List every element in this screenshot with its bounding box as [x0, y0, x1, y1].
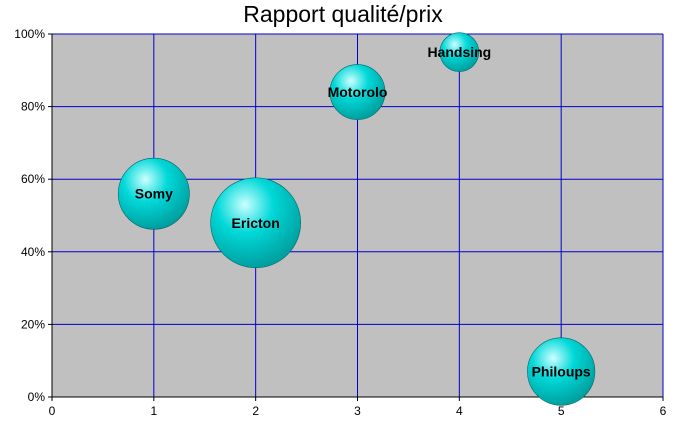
- x-tick-label: 2: [252, 404, 259, 418]
- y-tick-label: 80%: [21, 100, 45, 114]
- bubble-point: [439, 32, 480, 72]
- x-tick-label: 5: [558, 404, 565, 418]
- x-tick-label: 1: [150, 404, 157, 418]
- y-tick-label: 40%: [21, 245, 45, 259]
- bubble-labels: Somy Ericton Motorolo Handsing Philoups: [135, 44, 591, 379]
- y-tick-label: 60%: [21, 172, 45, 186]
- bubble-point: [527, 337, 596, 406]
- bubble-label: Handsing: [427, 44, 491, 60]
- bubble-label: Somy: [135, 186, 173, 202]
- bubble-label: Philoups: [532, 364, 591, 380]
- y-tick-label: 0%: [28, 390, 46, 404]
- axes: 0 1 2 3 4 5 60%20%40%60%80%100%: [14, 27, 666, 418]
- bubble-point: [329, 64, 386, 120]
- x-tick-label: 6: [660, 404, 667, 418]
- chart-title: Rapport qualité/prix: [243, 1, 443, 27]
- bubble-series: [117, 32, 596, 406]
- x-tick-label: 4: [456, 404, 463, 418]
- bubble-label: Motorolo: [328, 84, 388, 100]
- y-tick-label: 100%: [14, 27, 45, 41]
- bubble-point: [210, 177, 301, 269]
- gridlines: [52, 33, 664, 397]
- bubble-label: Ericton: [232, 215, 280, 231]
- y-tick-label: 20%: [21, 317, 45, 331]
- x-tick-label: 3: [354, 404, 361, 418]
- x-tick-label: 0: [49, 404, 56, 418]
- bubble-point: [117, 157, 190, 230]
